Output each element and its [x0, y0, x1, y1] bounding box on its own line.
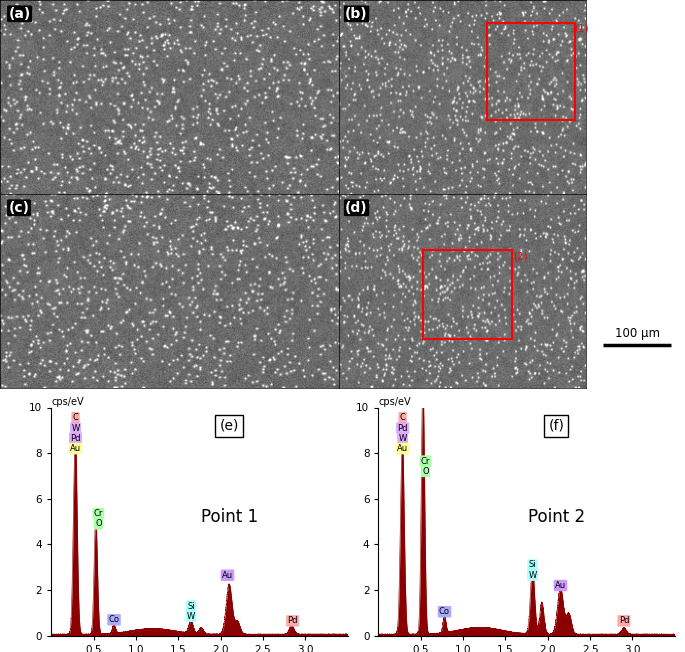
- Text: Au: Au: [70, 444, 81, 453]
- Text: (1): (1): [575, 23, 589, 33]
- Text: Cr: Cr: [421, 456, 430, 466]
- Text: cps/eV: cps/eV: [51, 396, 84, 407]
- Text: Au: Au: [397, 444, 408, 453]
- Text: (a): (a): [8, 7, 31, 21]
- Text: O: O: [422, 467, 429, 476]
- Text: (f): (f): [548, 419, 564, 433]
- Text: W: W: [71, 424, 79, 432]
- Text: Pd: Pd: [71, 434, 81, 443]
- Text: Pd: Pd: [619, 616, 630, 625]
- Bar: [487, 23, 575, 120]
- Text: W: W: [399, 434, 407, 443]
- Text: Si: Si: [187, 602, 195, 610]
- Text: W: W: [528, 570, 536, 580]
- Text: C: C: [399, 413, 406, 422]
- Text: O: O: [95, 520, 101, 528]
- Text: (d): (d): [345, 201, 368, 215]
- Text: (c): (c): [8, 201, 29, 215]
- Text: Pd: Pd: [397, 424, 408, 432]
- Text: Co: Co: [108, 615, 119, 624]
- Text: (e): (e): [219, 419, 239, 433]
- Text: Cr: Cr: [94, 509, 103, 518]
- Text: W: W: [187, 612, 195, 621]
- Text: Point 2: Point 2: [527, 508, 585, 526]
- Text: Pd: Pd: [288, 616, 298, 625]
- Text: 100 μm: 100 μm: [614, 327, 660, 340]
- Text: Au: Au: [555, 581, 566, 590]
- Text: Si: Si: [529, 561, 536, 569]
- Text: Point 1: Point 1: [201, 508, 258, 526]
- Text: Co: Co: [439, 607, 450, 616]
- Text: cps/eV: cps/eV: [378, 396, 411, 407]
- Text: (b): (b): [345, 7, 368, 21]
- Text: (2): (2): [513, 251, 527, 261]
- Text: C: C: [73, 413, 79, 422]
- Bar: [423, 250, 512, 340]
- Text: Au: Au: [222, 570, 233, 580]
